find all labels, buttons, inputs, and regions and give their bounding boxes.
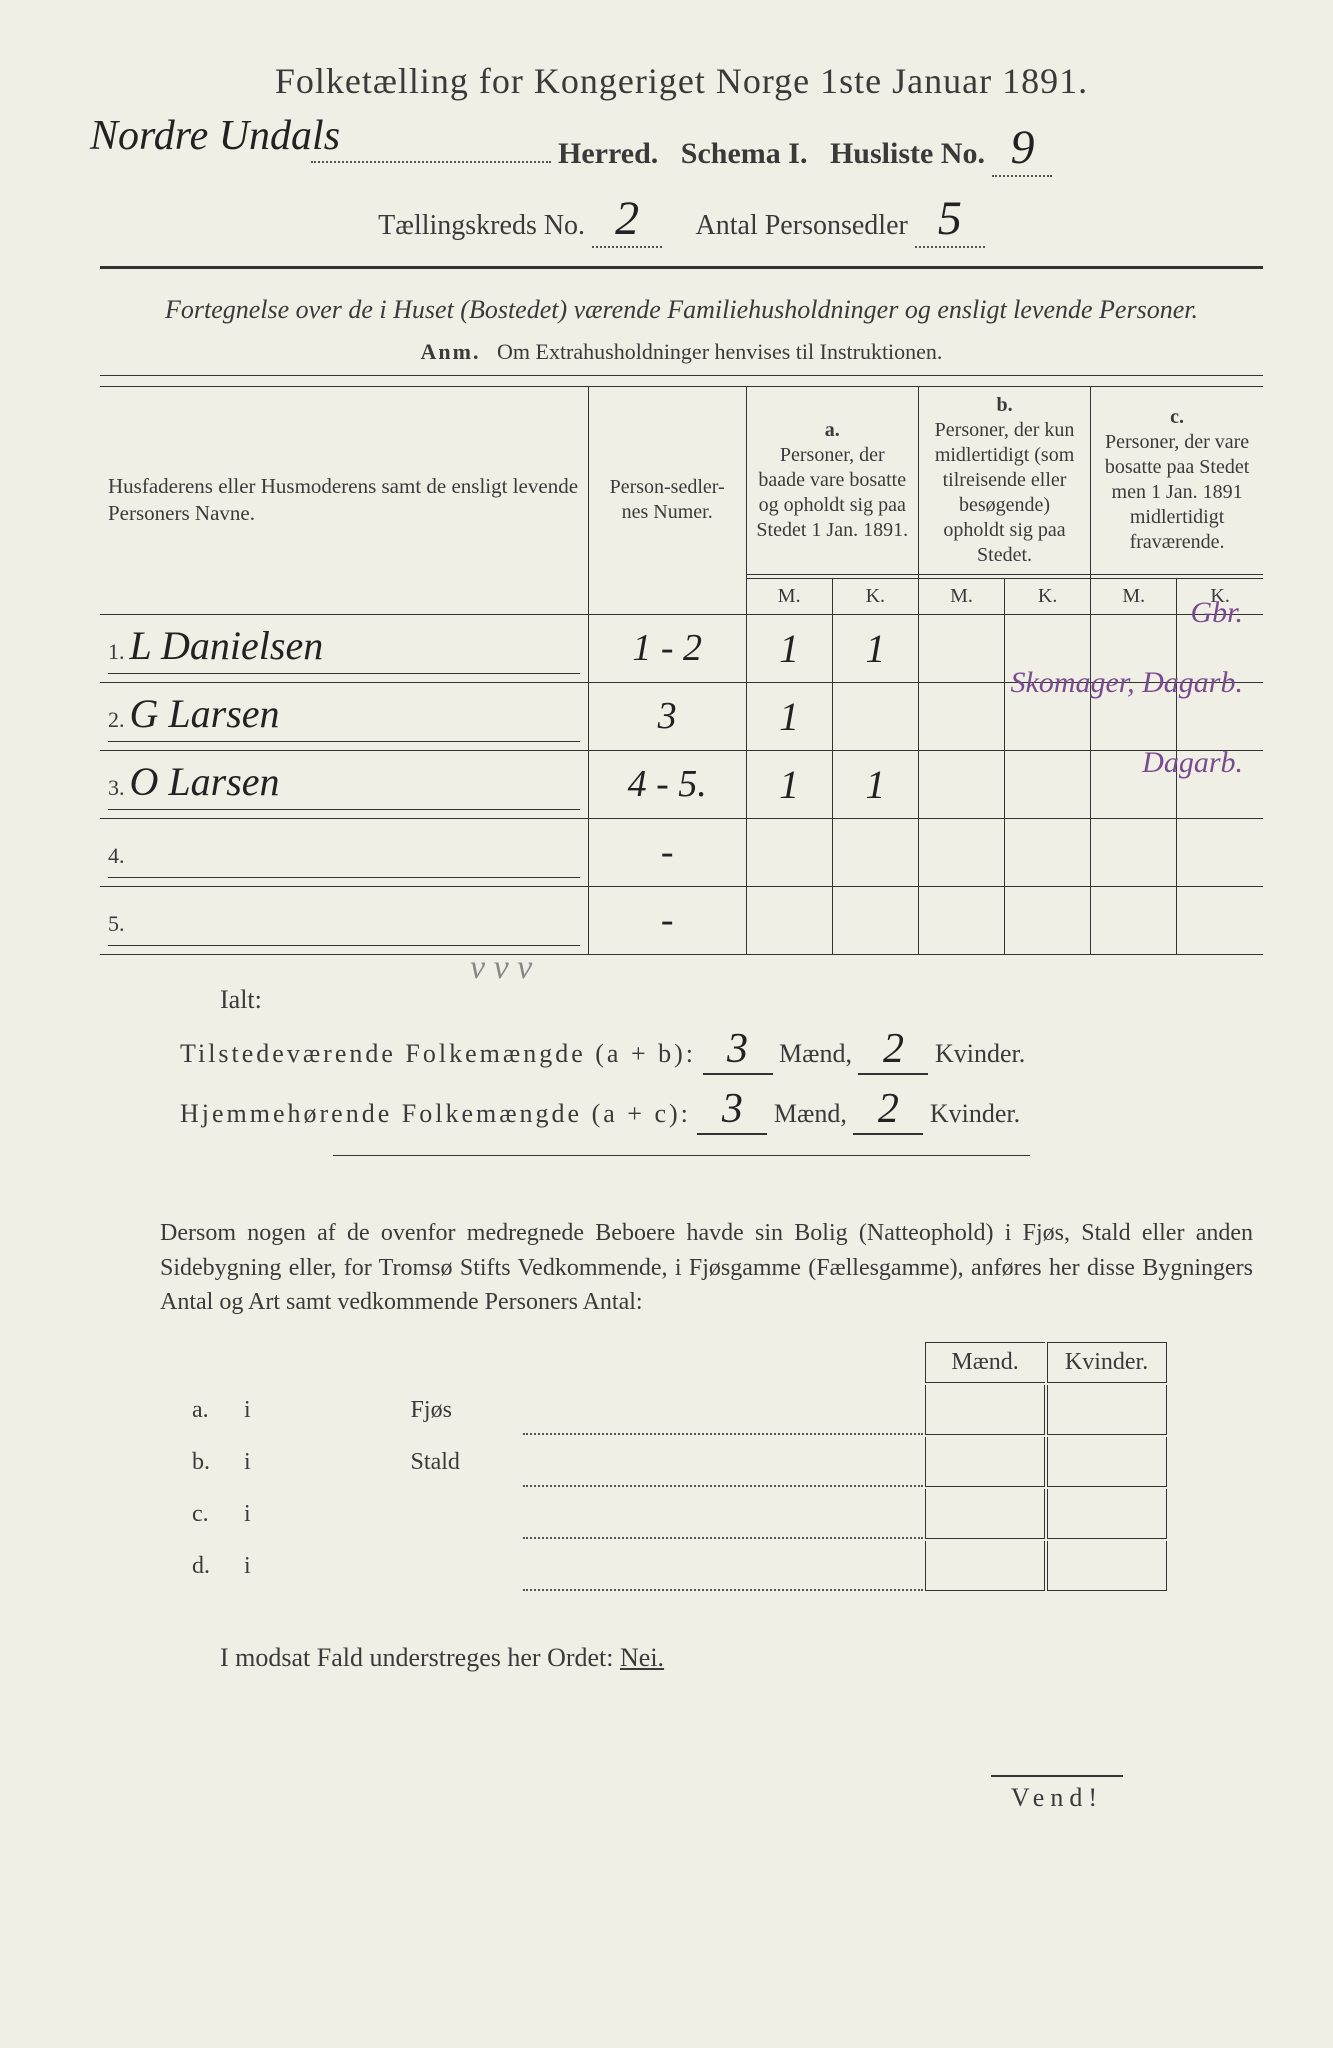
margin-note: Dagarb. — [1142, 746, 1243, 780]
taellingskreds-label: Tællingskreds No. — [378, 210, 585, 241]
vend-text: Vend! — [991, 1775, 1123, 1812]
maend-label: Mænd, — [774, 1099, 847, 1128]
margin-note: Gbr. — [1190, 596, 1243, 630]
kvinder-header: Kvinder. — [1047, 1342, 1167, 1383]
husliste-no: 9 — [992, 120, 1052, 177]
building-row: c.i — [182, 1489, 1167, 1539]
table-row: 5. - — [100, 886, 1263, 954]
building-row: a.iFjøs — [182, 1385, 1167, 1435]
herred-label: Herred. — [558, 137, 658, 170]
maend-label: Mænd, — [779, 1039, 852, 1068]
hjemme-m: 3 — [697, 1085, 767, 1135]
checkmarks: v v v — [470, 949, 532, 987]
tilstede-m: 3 — [703, 1025, 773, 1075]
antal-label: Antal Personsedler — [696, 210, 908, 241]
col-c: c. — [1170, 406, 1184, 428]
ialt-label: Ialt: — [180, 985, 1263, 1015]
col-k: K. — [832, 578, 918, 614]
kvinder-label: Kvinder. — [930, 1099, 1020, 1128]
col-c-text: Personer, der vare bosatte paa Stedet me… — [1105, 431, 1249, 553]
col-m: M. — [746, 578, 832, 614]
col-names-header: Husfaderens eller Husmoderens samt de en… — [108, 474, 578, 525]
table-row: 3. O Larsen4 - 5.11 — [100, 750, 1263, 818]
antal-value: 5 — [915, 191, 985, 248]
col-m: M. — [1091, 578, 1177, 614]
col-a: a. — [825, 419, 840, 441]
page-title: Folketælling for Kongeriget Norge 1ste J… — [100, 60, 1263, 102]
hjemme-label: Hjemmehørende Folkemængde (a + c): — [180, 1099, 691, 1128]
anm-label: Anm. — [421, 339, 481, 364]
table-row: 4. - — [100, 818, 1263, 886]
herred-field — [311, 161, 551, 163]
schema-label: Schema I. — [681, 137, 808, 170]
subtitle: Fortegnelse over de i Huset (Bostedet) v… — [100, 293, 1263, 327]
nei-line: I modsat Fald understreges her Ordet: Ne… — [100, 1643, 1263, 1673]
margin-note: Skomager, Dagarb. — [1011, 666, 1244, 700]
tilstede-k: 2 — [858, 1025, 928, 1075]
col-k: K. — [1005, 578, 1091, 614]
husliste-label: Husliste No. — [830, 137, 985, 170]
building-table: Mænd. Kvinder. a.iFjøsb.iStaldc.id.i — [180, 1340, 1169, 1593]
divider — [333, 1155, 1031, 1156]
lower-paragraph: Dersom nogen af de ovenfor medregnede Be… — [100, 1216, 1263, 1320]
vend-label: Vend! — [100, 1783, 1263, 1813]
col-a-text: Personer, der baade vare bosatte og opho… — [756, 444, 908, 541]
tilstede-label: Tilstedeværende Folkemængde (a + b): — [180, 1039, 696, 1068]
col-b-text: Personer, der kun midlertidigt (som tilr… — [935, 419, 1075, 566]
nei-word: Nei. — [620, 1643, 664, 1672]
col-m: M. — [918, 578, 1004, 614]
col-b: b. — [996, 394, 1012, 416]
taellingskreds-no: 2 — [592, 191, 662, 248]
divider — [100, 266, 1263, 269]
totals-section: Ialt: Tilstedeværende Folkemængde (a + b… — [100, 985, 1263, 1135]
header-line-2: Nordre Undals Herred. Schema I. Husliste… — [100, 120, 1263, 177]
anm-text: Om Extrahusholdninger henvises til Instr… — [497, 339, 942, 364]
col-numer-header: Person-sedler-nes Numer. — [610, 476, 725, 523]
divider — [100, 375, 1263, 376]
building-row: d.i — [182, 1541, 1167, 1591]
building-row: b.iStald — [182, 1437, 1167, 1487]
header-line-3: Tællingskreds No. 2 Antal Personsedler 5 — [100, 191, 1263, 248]
anm-line: Anm. Om Extrahusholdninger henvises til … — [100, 339, 1263, 365]
kvinder-label: Kvinder. — [935, 1039, 1025, 1068]
herred-name-handwritten: Nordre Undals — [90, 112, 340, 160]
census-form: Folketælling for Kongeriget Norge 1ste J… — [0, 0, 1333, 1853]
nei-text: I modsat Fald understreges her Ordet: — [220, 1643, 614, 1672]
hjemme-k: 2 — [853, 1085, 923, 1135]
maend-header: Mænd. — [925, 1342, 1045, 1383]
